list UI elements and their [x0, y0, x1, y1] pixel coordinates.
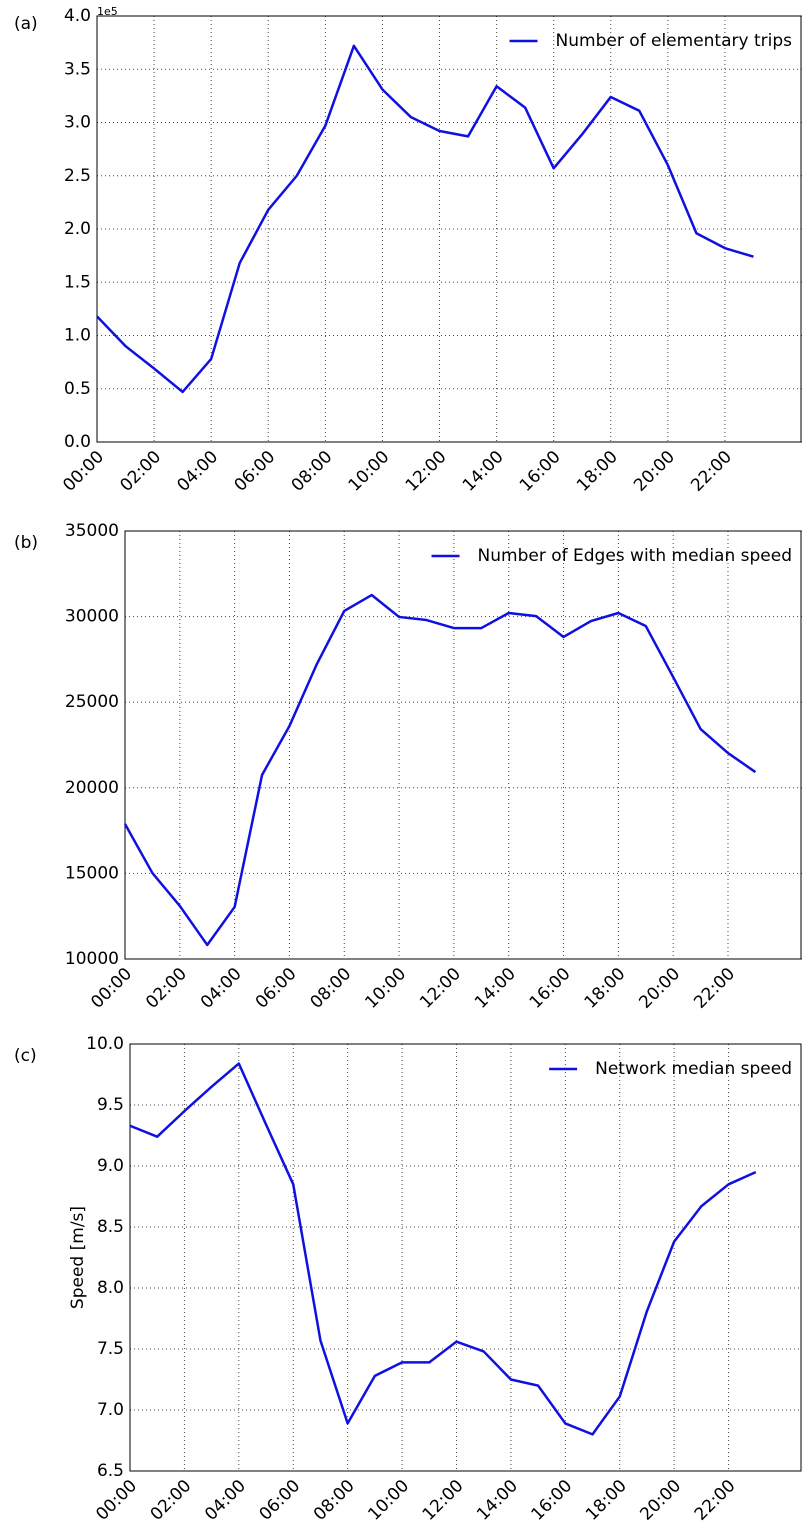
plot-frame: [129, 1043, 802, 1472]
panel-label: (b): [14, 533, 38, 553]
y-tick-label: 0.0: [64, 432, 91, 452]
x-tick-label: 08:00: [288, 447, 337, 496]
y-tick-label: 7.5: [97, 1339, 124, 1359]
y-tick-label: 8.0: [97, 1278, 124, 1298]
x-tick-label: 04:00: [201, 1476, 250, 1521]
x-tick-label: 08:00: [310, 1476, 359, 1521]
y-tick-label: 15000: [65, 863, 119, 883]
x-tick-label: 22:00: [691, 1476, 740, 1521]
x-tick-label: 02:00: [147, 1476, 196, 1521]
x-tick-label: 06:00: [256, 1476, 305, 1521]
y-tick-label: 10000: [65, 949, 119, 969]
x-tick-label: 02:00: [142, 964, 191, 1013]
y-tick-label: 2.0: [64, 219, 91, 239]
y-tick-label: 9.5: [97, 1095, 124, 1115]
x-tick-label: 10:00: [361, 964, 410, 1013]
x-tick-label: 18:00: [582, 1476, 631, 1521]
data-line: [123, 593, 757, 947]
plot-frame: [96, 15, 802, 443]
legend-label: Network median speed: [595, 1059, 792, 1079]
panel-label: (a): [14, 14, 38, 34]
x-tick-label: 20:00: [630, 447, 679, 496]
x-tick-label: 08:00: [307, 964, 356, 1013]
y-tick-label: 7.0: [97, 1400, 124, 1420]
x-tick-label: 16:00: [516, 447, 565, 496]
y-tick-label: 4.0: [64, 6, 91, 26]
offset-label: 1e5: [97, 5, 118, 18]
x-tick-label: 04:00: [173, 447, 222, 496]
x-tick-label: 22:00: [687, 447, 736, 496]
legend-label: Number of Edges with median speed: [478, 546, 792, 566]
data-line: [129, 1062, 757, 1436]
x-tick-label: 20:00: [635, 964, 684, 1013]
x-tick-label: 12:00: [416, 964, 465, 1013]
y-tick-label: 1.5: [64, 272, 91, 292]
x-tick-label: 18:00: [573, 447, 622, 496]
legend-label: Number of elementary trips: [556, 31, 793, 51]
x-tick-label: 12:00: [402, 447, 451, 496]
x-tick-label: 22:00: [690, 964, 739, 1013]
y-tick-label: 20000: [65, 778, 119, 798]
x-tick-label: 10:00: [364, 1476, 413, 1521]
x-tick-label: 02:00: [116, 447, 165, 496]
x-tick-label: 14:00: [459, 447, 508, 496]
y-tick-label: 1.0: [64, 326, 91, 346]
y-tick-label: 8.5: [97, 1217, 124, 1237]
y-tick-label: 6.5: [97, 1461, 124, 1481]
y-tick-label: 9.0: [97, 1156, 124, 1176]
x-tick-label: 10:00: [345, 447, 394, 496]
x-tick-label: 16:00: [526, 964, 575, 1013]
x-tick-label: 00:00: [92, 1476, 141, 1521]
panel-label: (c): [14, 1046, 37, 1066]
x-tick-label: 04:00: [197, 964, 246, 1013]
plot-frame: [124, 530, 802, 960]
y-tick-label: 3.5: [64, 59, 91, 79]
x-tick-label: 16:00: [528, 1476, 577, 1521]
y-axis-label: Speed [m/s]: [68, 1206, 88, 1309]
y-tick-label: 2.5: [64, 166, 91, 186]
y-tick-label: 35000: [65, 521, 119, 541]
x-tick-label: 14:00: [473, 1476, 522, 1521]
data-line: [96, 44, 754, 394]
y-tick-label: 10.0: [86, 1034, 124, 1054]
x-tick-label: 20:00: [636, 1476, 685, 1521]
y-tick-label: 0.5: [64, 379, 91, 399]
x-tick-label: 00:00: [87, 964, 136, 1013]
y-tick-label: 3.0: [64, 113, 91, 133]
x-tick-label: 12:00: [419, 1476, 468, 1521]
x-tick-label: 14:00: [471, 964, 520, 1013]
x-tick-label: 18:00: [581, 964, 630, 1013]
x-tick-label: 06:00: [231, 447, 280, 496]
y-tick-label: 30000: [65, 607, 119, 627]
y-tick-label: 25000: [65, 692, 119, 712]
x-tick-label: 06:00: [252, 964, 301, 1013]
x-tick-label: 00:00: [59, 447, 108, 496]
